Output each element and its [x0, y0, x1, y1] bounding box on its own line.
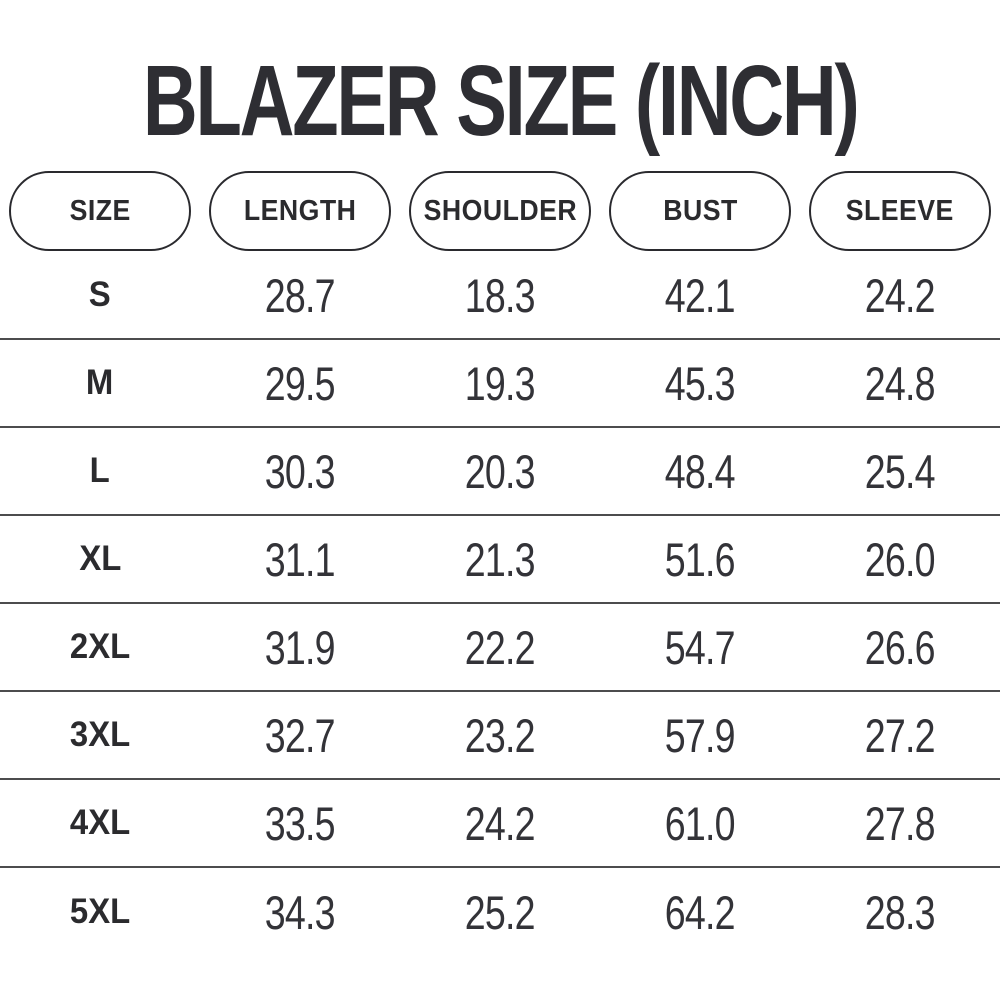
shoulder-value-cell: 22.2 — [464, 620, 536, 674]
bust-value-cell: 64.2 — [664, 885, 736, 939]
column-header-label: SLEEVE — [845, 194, 955, 227]
size-label-cell: L — [89, 451, 111, 490]
sleeve-value-cell: 26.0 — [864, 532, 936, 586]
shoulder-value-cell: 24.2 — [464, 796, 536, 850]
bust-value-cell: 51.6 — [664, 532, 736, 586]
size-label-cell: S — [89, 275, 111, 314]
length-value-cell: 31.9 — [264, 620, 336, 674]
table-header-row: SIZE LENGTH SHOULDER BUST SLEEVE — [0, 170, 1000, 252]
shoulder-value-cell: 23.2 — [464, 708, 536, 762]
length-value-cell: 30.3 — [264, 444, 336, 498]
sleeve-value-cell: 24.2 — [864, 268, 936, 322]
header-col-bust: BUST — [600, 170, 800, 252]
page-title: BLAZER SIZE (INCH) — [0, 45, 1000, 157]
table-body: S 28.7 18.3 42.1 24.2 M 29.5 19.3 45.3 2… — [0, 252, 1000, 956]
column-header-pill-sleeve: SLEEVE — [809, 171, 991, 251]
length-value-cell: 31.1 — [264, 532, 336, 586]
shoulder-value-cell: 19.3 — [464, 356, 536, 410]
sleeve-value-cell: 27.8 — [864, 796, 936, 850]
table-row-4xl: 4XL 33.5 24.2 61.0 27.8 — [0, 780, 1000, 868]
column-header-label: BUST — [662, 194, 738, 227]
table-row-s: S 28.7 18.3 42.1 24.2 — [0, 252, 1000, 340]
bust-value-cell: 54.7 — [664, 620, 736, 674]
size-label-cell: XL — [78, 539, 122, 578]
sleeve-value-cell: 24.8 — [864, 356, 936, 410]
length-value-cell: 34.3 — [264, 885, 336, 939]
size-label-cell: 5XL — [69, 892, 131, 931]
shoulder-value-cell: 18.3 — [464, 268, 536, 322]
table-row-m: M 29.5 19.3 45.3 24.8 — [0, 340, 1000, 428]
column-header-pill-shoulder: SHOULDER — [409, 171, 591, 251]
bust-value-cell: 45.3 — [664, 356, 736, 410]
length-value-cell: 29.5 — [264, 356, 336, 410]
size-label-cell: 4XL — [69, 803, 131, 842]
sleeve-value-cell: 27.2 — [864, 708, 936, 762]
sleeve-value-cell: 28.3 — [864, 885, 936, 939]
column-header-label: LENGTH — [243, 194, 357, 227]
bust-value-cell: 42.1 — [664, 268, 736, 322]
bust-value-cell: 57.9 — [664, 708, 736, 762]
size-label-cell: 2XL — [69, 627, 131, 666]
shoulder-value-cell: 21.3 — [464, 532, 536, 586]
header-col-size: SIZE — [0, 170, 200, 252]
header-col-shoulder: SHOULDER — [400, 170, 600, 252]
header-col-length: LENGTH — [200, 170, 400, 252]
length-value-cell: 28.7 — [264, 268, 336, 322]
page-title-text: BLAZER SIZE (INCH) — [142, 44, 860, 157]
table-row-xl: XL 31.1 21.3 51.6 26.0 — [0, 516, 1000, 604]
length-value-cell: 33.5 — [264, 796, 336, 850]
table-row-l: L 30.3 20.3 48.4 25.4 — [0, 428, 1000, 516]
bust-value-cell: 48.4 — [664, 444, 736, 498]
table-row-5xl: 5XL 34.3 25.2 64.2 28.3 — [0, 868, 1000, 956]
bust-value-cell: 61.0 — [664, 796, 736, 850]
column-header-label: SIZE — [69, 194, 131, 227]
table-row-2xl: 2XL 31.9 22.2 54.7 26.6 — [0, 604, 1000, 692]
shoulder-value-cell: 20.3 — [464, 444, 536, 498]
size-label-cell: 3XL — [69, 715, 131, 754]
size-label-cell: M — [86, 363, 114, 402]
column-header-label: SHOULDER — [423, 194, 577, 227]
sleeve-value-cell: 25.4 — [864, 444, 936, 498]
column-header-pill-bust: BUST — [609, 171, 791, 251]
column-header-pill-size: SIZE — [9, 171, 191, 251]
shoulder-value-cell: 25.2 — [464, 885, 536, 939]
sleeve-value-cell: 26.6 — [864, 620, 936, 674]
header-col-sleeve: SLEEVE — [800, 170, 1000, 252]
column-header-pill-length: LENGTH — [209, 171, 391, 251]
table-row-3xl: 3XL 32.7 23.2 57.9 27.2 — [0, 692, 1000, 780]
length-value-cell: 32.7 — [264, 708, 336, 762]
